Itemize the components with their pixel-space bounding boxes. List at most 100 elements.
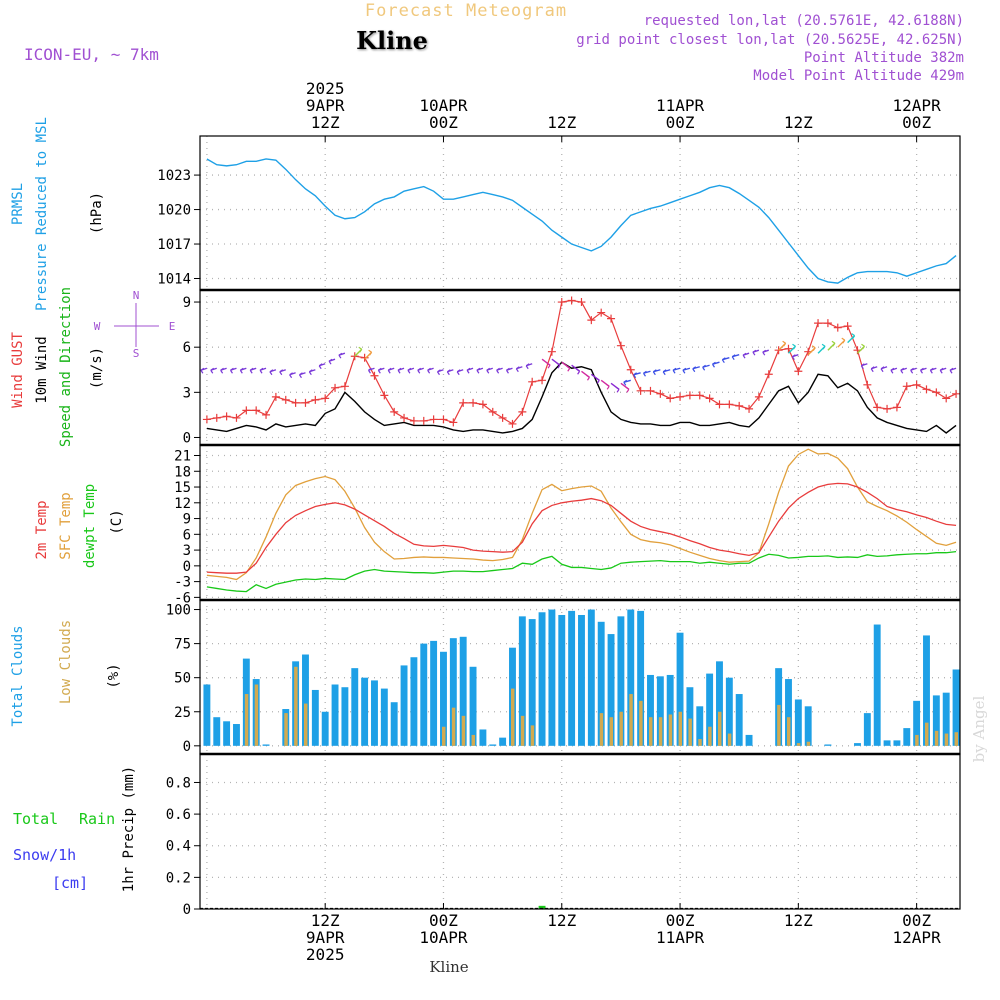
location-title: Kline <box>356 26 428 55</box>
total-cloud-bar <box>361 677 369 746</box>
wind-direction-arrowhead <box>338 352 343 359</box>
clouds-unit-label: (%) <box>106 663 122 688</box>
total-cloud-bar <box>440 651 447 746</box>
temp-dewpt-label: dewpt Temp <box>82 484 98 568</box>
y-tick-label-clouds: 0 <box>183 739 191 755</box>
wind-direction-arrowhead <box>308 369 313 376</box>
wind-gust-point <box>350 352 359 361</box>
total-cloud-bar <box>518 616 526 746</box>
wind-direction-arrowhead <box>368 349 373 356</box>
compass-s: S <box>133 347 140 360</box>
wind-direction-arrowhead <box>890 367 895 374</box>
wind-gust-point <box>794 367 803 376</box>
wind-direction-arrowhead <box>929 367 934 374</box>
total-cloud-bar <box>686 687 694 746</box>
total-cloud-bar <box>696 706 704 746</box>
wind-direction-arrowhead <box>939 367 944 374</box>
wind-direction-arrowhead <box>367 367 372 374</box>
wind-direction-arrowhead <box>576 368 581 375</box>
wind-direction-arrowhead <box>919 367 924 374</box>
y-tick-label-pressure: 1017 <box>157 237 191 253</box>
top-time-label: 12APR <box>893 96 942 115</box>
cloud-labels: Total Clouds Low Clouds (%) <box>10 620 122 727</box>
wind-gust-point <box>695 391 704 400</box>
temp-2m-line <box>206 482 957 574</box>
low-cloud-bar <box>294 666 298 746</box>
total-cloud-bar <box>499 737 507 746</box>
total-cloud-bar <box>459 636 467 746</box>
bottom-time-label: 2025 <box>306 945 345 964</box>
top-time-label: 00Z <box>429 113 458 132</box>
total-cloud-bar <box>656 676 664 746</box>
low-cloud-bar <box>777 704 781 746</box>
wind-gust-point <box>311 395 320 404</box>
wind-direction-arrowhead <box>831 340 836 347</box>
total-cloud-bar <box>627 609 635 746</box>
wind-gust-point <box>449 418 458 427</box>
wind-gust-point <box>508 419 517 428</box>
wind-gust-point <box>912 380 921 389</box>
y-tick-label-pressure: 1023 <box>157 168 191 184</box>
y-tick-label-pressure: 1014 <box>157 272 191 288</box>
pressure-line <box>206 158 957 284</box>
y-tick-label-clouds: 50 <box>174 671 191 687</box>
wind-direction-arrowhead <box>721 357 726 364</box>
total-cloud-bar <box>223 721 231 746</box>
low-cloud-bar <box>668 714 673 746</box>
wind-gust-point <box>331 383 340 392</box>
wind-direction-arrowhead <box>210 367 215 374</box>
gridpoint-coords: grid point closest lon,lat (20.5625E, 42… <box>576 32 964 48</box>
total-cloud-bar <box>923 635 930 746</box>
wind-gust-point <box>902 382 911 391</box>
model-label: ICON-EU, ~ 7km <box>24 45 159 64</box>
top-time-label: 12Z <box>547 113 576 132</box>
wind-gust-point <box>597 308 606 317</box>
wind-gust-point <box>863 380 872 389</box>
wind-direction-arrowhead <box>910 367 914 374</box>
wind-direction-arrowhead <box>505 367 510 374</box>
total-cloud-bar <box>420 643 428 746</box>
wind-direction-arrowhead <box>377 367 382 374</box>
wind-gust-point <box>281 395 290 404</box>
wind-direction-arrowhead <box>496 367 500 374</box>
y-tick-label-temperature: 6 <box>183 527 191 543</box>
total-cloud-bar <box>528 619 536 746</box>
wind-gust-point <box>685 391 694 400</box>
wind-gust-point <box>922 385 931 394</box>
wind-gust-point <box>370 371 379 380</box>
total-cloud-bar <box>410 657 418 746</box>
bottom-time-label: 11APR <box>656 928 705 947</box>
low-cloud-bar <box>915 734 919 746</box>
wind-gust-point <box>932 388 941 397</box>
pressure-unit-label: (hPa) <box>89 192 105 234</box>
wind-direction-arrowhead <box>318 363 323 370</box>
wind-gust-point <box>725 400 734 409</box>
total-cloud-bar <box>804 706 812 746</box>
wind-gust-point <box>400 413 409 422</box>
low-cloud-bar <box>698 739 702 746</box>
wind-labels: Wind GUST 10m Wind Speed and Direction (… <box>10 287 175 447</box>
wind-direction-arrowhead <box>289 372 293 379</box>
y-tick-label-temperature: 12 <box>174 496 191 512</box>
wind-gust-point <box>892 403 901 412</box>
wind-direction-arrowhead <box>672 367 677 374</box>
wind-gust-point <box>478 400 487 409</box>
wind-gust-point <box>232 413 241 422</box>
wind-gust-point <box>321 394 330 403</box>
wind-gust-point <box>262 410 271 419</box>
wind-direction-arrowhead <box>900 367 905 374</box>
low-cloud-bar <box>934 730 939 746</box>
total-cloud-bar <box>785 679 792 746</box>
total-cloud-bar <box>716 661 723 746</box>
y-tick-label-pressure: 1020 <box>157 203 191 219</box>
wind-gust-point <box>429 415 438 424</box>
bottom-time-label: 12APR <box>893 928 942 947</box>
total-cloud-bar <box>262 744 270 746</box>
wind-direction-arrowhead <box>476 367 481 374</box>
total-cloud-bar <box>400 665 408 746</box>
total-cloud-bar <box>676 632 684 746</box>
wind-direction-arrowhead <box>358 346 363 353</box>
pressure-labels: PRMSL Pressure Reduced to MSL (hPa) <box>10 117 105 311</box>
wind-direction-arrowhead <box>249 367 254 374</box>
